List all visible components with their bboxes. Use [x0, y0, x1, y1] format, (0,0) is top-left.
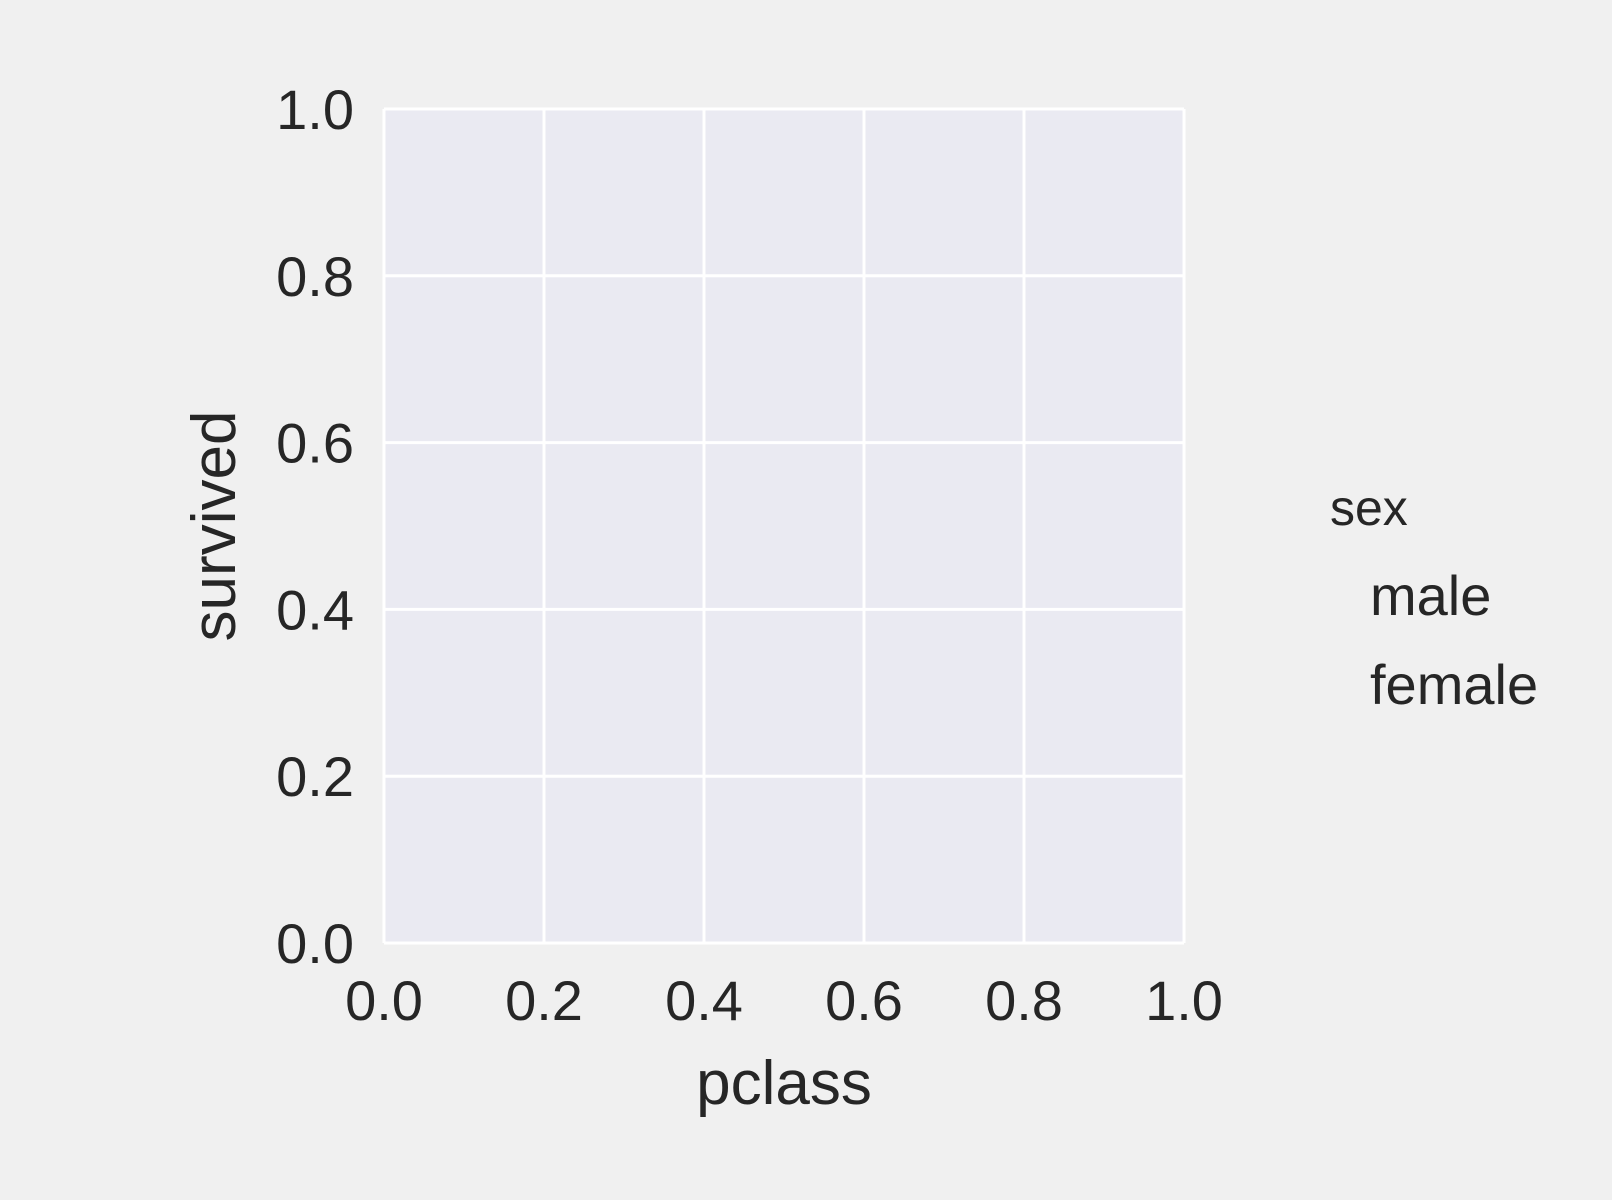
y-tick-label-2: 0.4 [276, 578, 354, 641]
legend-title: sex [1330, 480, 1408, 536]
x-tick-label-2: 0.4 [665, 969, 743, 1032]
y-axis-ticks: 0.0 0.2 0.4 0.6 0.8 1.0 [276, 78, 354, 975]
x-tick-label-1: 0.2 [505, 969, 583, 1032]
y-tick-label-3: 0.6 [276, 412, 354, 475]
x-tick-label-5: 1.0 [1145, 969, 1223, 1032]
legend-entry-male: male [1370, 564, 1491, 627]
x-tick-label-0: 0.0 [345, 969, 423, 1032]
x-axis-label: pclass [696, 1049, 872, 1118]
y-tick-label-1: 0.2 [276, 745, 354, 808]
y-tick-label-4: 0.8 [276, 245, 354, 308]
legend: sex male female [1330, 480, 1538, 716]
y-axis-label: survived [180, 411, 249, 642]
y-tick-label-5: 1.0 [276, 78, 354, 141]
x-tick-label-4: 0.8 [985, 969, 1063, 1032]
legend-entry-female: female [1370, 653, 1538, 716]
plot-area [384, 109, 1184, 943]
x-tick-label-3: 0.6 [825, 969, 903, 1032]
grid-lines [382, 107, 1186, 945]
y-tick-label-0: 0.0 [276, 912, 354, 975]
x-axis-ticks: 0.0 0.2 0.4 0.6 0.8 1.0 [345, 969, 1223, 1032]
